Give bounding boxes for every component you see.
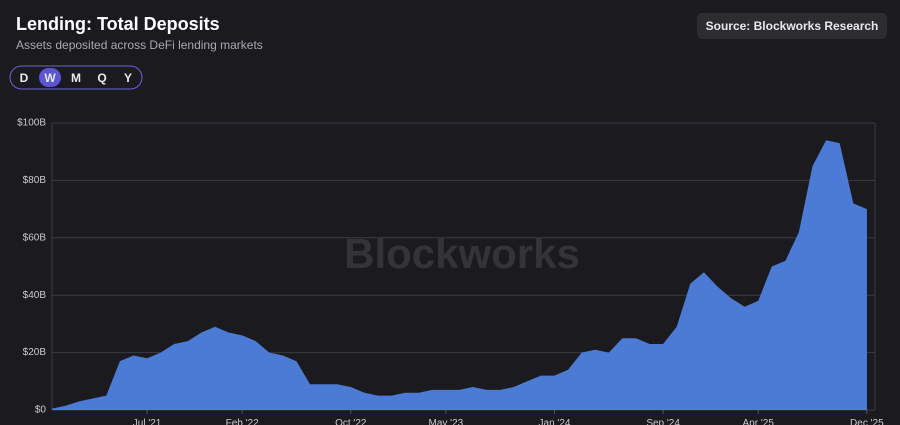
y-tick-label: $0 — [35, 405, 47, 416]
period-button[interactable]: Q — [97, 71, 106, 85]
x-tick-label: May '23 — [428, 418, 463, 425]
area — [52, 140, 867, 410]
x-tick-label: Apr '25 — [743, 418, 775, 425]
watermark: Blockworks — [344, 230, 580, 277]
y-tick-label: $80B — [23, 175, 47, 186]
period-button[interactable]: W — [44, 71, 56, 85]
x-tick-label: Jan '24 — [539, 418, 571, 425]
y-tick-label: $60B — [23, 232, 47, 243]
period-button[interactable]: Y — [124, 71, 132, 85]
chart-title: Lending: Total Deposits — [16, 14, 220, 34]
x-tick-label: Jul '21 — [133, 418, 162, 425]
x-tick-label: Oct '22 — [335, 418, 367, 425]
period-button[interactable]: D — [20, 71, 29, 85]
y-tick-label: $40B — [23, 290, 47, 301]
x-tick-label: Sep '24 — [646, 418, 680, 425]
period-selector — [9, 65, 143, 90]
chart-subtitle: Assets deposited across DeFi lending mar… — [16, 38, 263, 52]
source-badge — [697, 13, 887, 39]
period-active — [39, 68, 61, 87]
period-button[interactable]: M — [71, 71, 81, 85]
y-tick-label: $100B — [17, 118, 46, 129]
x-tick-label: Dec '25 — [850, 418, 884, 425]
plot-area: $0 $20B $40B $60B $80B $100B Jul '21 Feb '22 Oct… — [17, 118, 884, 425]
y-tick-label: $20B — [23, 347, 47, 358]
x-tick-label: Feb '22 — [226, 418, 259, 425]
source-label: Source: Blockworks Research — [706, 19, 879, 33]
